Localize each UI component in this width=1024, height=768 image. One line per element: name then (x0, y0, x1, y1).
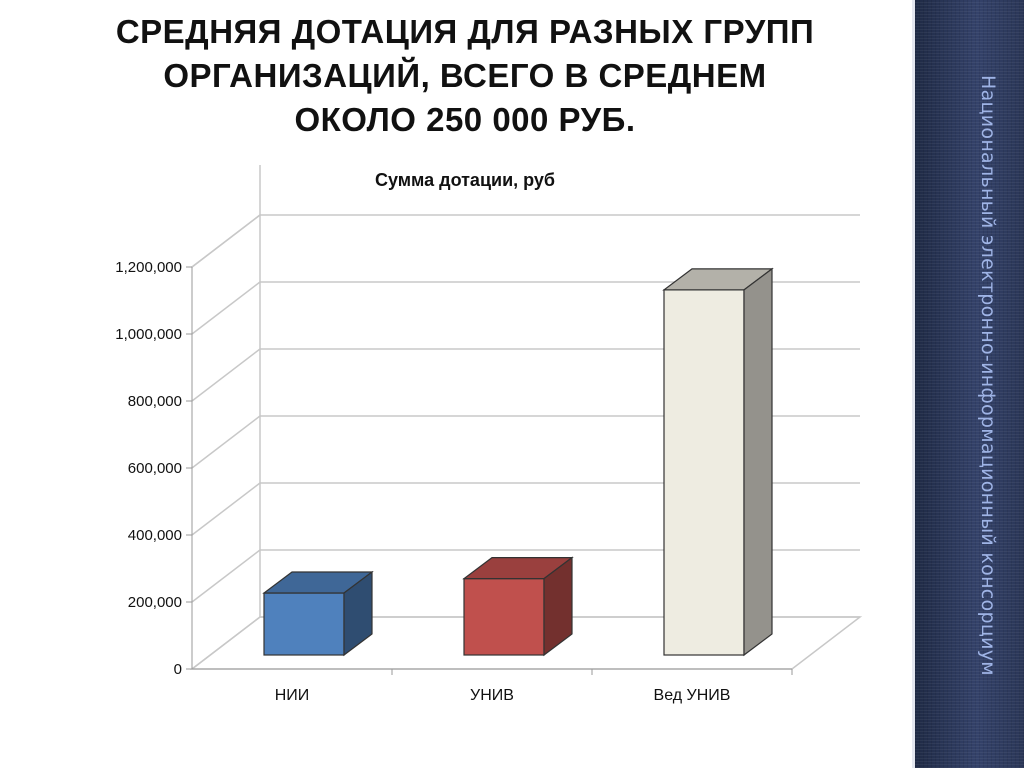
gridline-side (191, 348, 261, 402)
gridline-side (191, 549, 261, 603)
bars-layer (262, 267, 774, 657)
x-tick-label: УНИВ (470, 687, 514, 704)
y-tick-label: 400,000 (128, 527, 182, 544)
gridline-side (191, 415, 261, 469)
gridline-side (191, 281, 261, 335)
bar (462, 556, 574, 657)
x-tick-label: Вед УНИВ (654, 687, 731, 704)
side-wall-top (191, 214, 261, 268)
bar (662, 267, 774, 657)
bar-side (343, 570, 373, 657)
chart-title: Сумма дотации, руб (375, 170, 555, 190)
bar-front (463, 578, 545, 656)
title-line-2: ОРГАНИЗАЦИЙ, ВСЕГО В СРЕДНЕМ (163, 57, 767, 94)
slide-title: СРЕДНЯЯ ДОТАЦИЯ ДЛЯ РАЗНЫХ ГРУПП ОРГАНИЗ… (20, 10, 910, 142)
y-tick-label: 0 (174, 661, 182, 678)
bar-front (663, 289, 745, 656)
side-panel (912, 0, 1024, 768)
title-line-3: ОКОЛО 250 000 РУБ. (294, 101, 636, 138)
bar-side (743, 267, 773, 657)
bar-side (543, 556, 573, 657)
title-line-1: СРЕДНЯЯ ДОТАЦИЯ ДЛЯ РАЗНЫХ ГРУПП (115, 13, 815, 50)
axis-layer (186, 266, 793, 675)
side-panel-label: Национальный электронно-информационный к… (977, 75, 999, 676)
x-tick-label: НИИ (275, 687, 310, 704)
y-tick-label: 200,000 (128, 594, 182, 611)
y-tick-label: 800,000 (128, 393, 182, 410)
bar-front (263, 592, 345, 656)
y-tick-label: 600,000 (128, 460, 182, 477)
gridline-side (191, 482, 261, 536)
labels-layer: 0 200,000 400,000 600,000 800,000 1,000,000 1,… (115, 259, 730, 704)
y-tick-label: 1,000,000 (115, 326, 182, 343)
bar (262, 570, 374, 657)
gridline-side (191, 616, 261, 670)
bar-chart: Сумма дотации, руб 0 200,000 400,000 600,00… (115, 165, 863, 704)
y-tick-label: 1,200,000 (115, 259, 182, 276)
